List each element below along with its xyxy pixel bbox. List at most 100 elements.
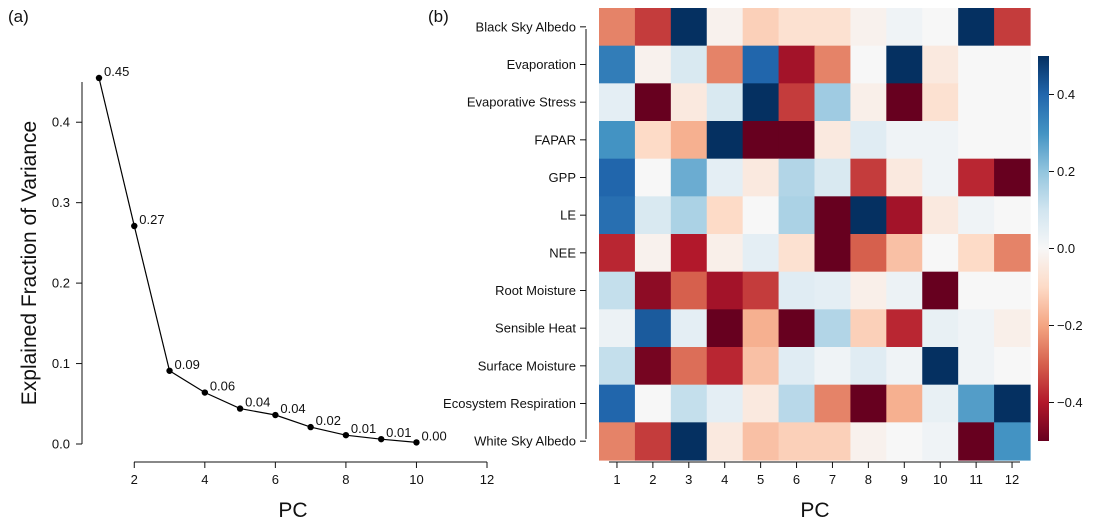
heatmap-cell xyxy=(958,347,995,386)
column-label: 1 xyxy=(613,472,620,487)
heatmap-cell xyxy=(706,347,744,386)
column-label: 7 xyxy=(829,472,836,487)
heatmap-cell xyxy=(958,8,995,47)
heatmap-cell xyxy=(850,234,887,273)
colorbar-tick-label: −0.4 xyxy=(1057,395,1083,410)
data-point xyxy=(342,431,350,439)
heatmap: Black Sky Albedo Evaporation Evaporative S… xyxy=(443,8,1031,522)
x-tick-label: 2 xyxy=(131,472,138,487)
heatmap-cell xyxy=(599,347,636,386)
heatmap-cell xyxy=(599,121,636,160)
heatmap-cell xyxy=(634,83,672,122)
row-label: Sensible Heat xyxy=(495,321,576,336)
heatmap-cell xyxy=(670,234,708,273)
heatmap-cell xyxy=(706,271,744,310)
heatmap-cell xyxy=(742,271,780,310)
heatmap-cell xyxy=(994,271,1031,310)
column-label: 6 xyxy=(793,472,800,487)
column-label: 9 xyxy=(901,472,908,487)
data-point xyxy=(201,389,209,396)
data-label: 0.09 xyxy=(175,357,200,372)
heatmap-cell xyxy=(814,121,852,160)
heatmap-cell xyxy=(742,45,780,84)
heatmap-cell xyxy=(814,83,852,122)
heatmap-cell xyxy=(850,196,887,235)
heatmap-cell xyxy=(599,422,636,461)
heatmap-cell xyxy=(922,384,959,423)
heatmap-cell xyxy=(670,384,708,423)
heatmap-cell xyxy=(670,309,708,348)
heatmap-cell xyxy=(634,271,672,310)
data-point xyxy=(95,74,103,82)
heatmap-cell xyxy=(778,83,816,122)
heatmap-cell xyxy=(850,384,887,423)
data-label: 0.06 xyxy=(210,379,235,394)
heatmap-cell xyxy=(994,309,1031,348)
heatmap-cell xyxy=(670,121,708,160)
column-label: 8 xyxy=(865,472,872,487)
heatmap-cell xyxy=(886,309,923,348)
heatmap-cell xyxy=(994,196,1031,235)
row-label: Root Moisture xyxy=(495,283,576,298)
heatmap-cell xyxy=(994,83,1031,122)
heatmap-cell xyxy=(922,158,959,197)
heatmap-cell xyxy=(814,422,852,461)
heatmap-cell xyxy=(706,83,744,122)
heatmap-cell xyxy=(994,8,1031,47)
heatmap-cell xyxy=(814,234,852,273)
column-label: 3 xyxy=(685,472,692,487)
column-label: 12 xyxy=(1005,472,1019,487)
row-label: Ecosystem Respiration xyxy=(443,396,576,411)
data-label: 0.01 xyxy=(351,421,376,436)
heatmap-cell xyxy=(599,158,636,197)
x-tick-label: 8 xyxy=(342,472,349,487)
heatmap-cell xyxy=(886,121,923,160)
column-label: 2 xyxy=(649,472,656,487)
heatmap-cell xyxy=(670,158,708,197)
y-ticks: 0.0 0.1 0.2 0.3 0.4 xyxy=(52,115,82,452)
heatmap-cell xyxy=(922,422,959,461)
heatmap-cell xyxy=(922,309,959,348)
y-tick-label: 0.0 xyxy=(52,437,70,452)
x-ticks: 2 4 6 8 10 12 xyxy=(131,462,494,487)
heatmap-cell xyxy=(599,196,636,235)
heatmap-cell xyxy=(706,234,744,273)
heatmap-cell xyxy=(850,271,887,310)
data-label: 0.02 xyxy=(316,413,341,428)
row-label: Evaporative Stress xyxy=(467,95,577,110)
heatmap-cell xyxy=(634,347,672,386)
heatmap-cell xyxy=(814,8,852,47)
heatmap-cell xyxy=(634,234,672,273)
heatmap-cell xyxy=(850,121,887,160)
heatmap-cell xyxy=(958,196,995,235)
heatmap-cell xyxy=(814,45,852,84)
heatmap-cell xyxy=(634,196,672,235)
heatmap-cell xyxy=(958,45,995,84)
heatmap-cell xyxy=(670,8,708,47)
x-tick-label: 10 xyxy=(409,472,423,487)
heatmap-cell xyxy=(814,158,852,197)
heatmap-cell xyxy=(706,121,744,160)
heatmap-cell xyxy=(599,384,636,423)
heatmap-cell xyxy=(994,234,1031,273)
heatmap-cell xyxy=(634,309,672,348)
x-tick-label: 4 xyxy=(201,472,208,487)
heatmap-cell xyxy=(994,158,1031,197)
heatmap-cell xyxy=(599,309,636,348)
heatmap-cell xyxy=(958,271,995,310)
heatmap-cell xyxy=(814,196,852,235)
heatmap-cell xyxy=(922,347,959,386)
data-points xyxy=(95,74,420,446)
heatmap-cell xyxy=(706,8,744,47)
heatmap-cell xyxy=(958,83,995,122)
data-point xyxy=(307,423,314,431)
y-tick-label: 0.1 xyxy=(52,356,70,371)
heatmap-cell xyxy=(958,384,995,423)
heatmap-cell xyxy=(742,158,780,197)
heatmap-cell xyxy=(634,158,672,197)
heatmap-cell xyxy=(634,422,672,461)
heatmap-cell xyxy=(886,8,923,47)
heatmap-cells xyxy=(599,8,1031,461)
heatmap-cell xyxy=(706,196,744,235)
